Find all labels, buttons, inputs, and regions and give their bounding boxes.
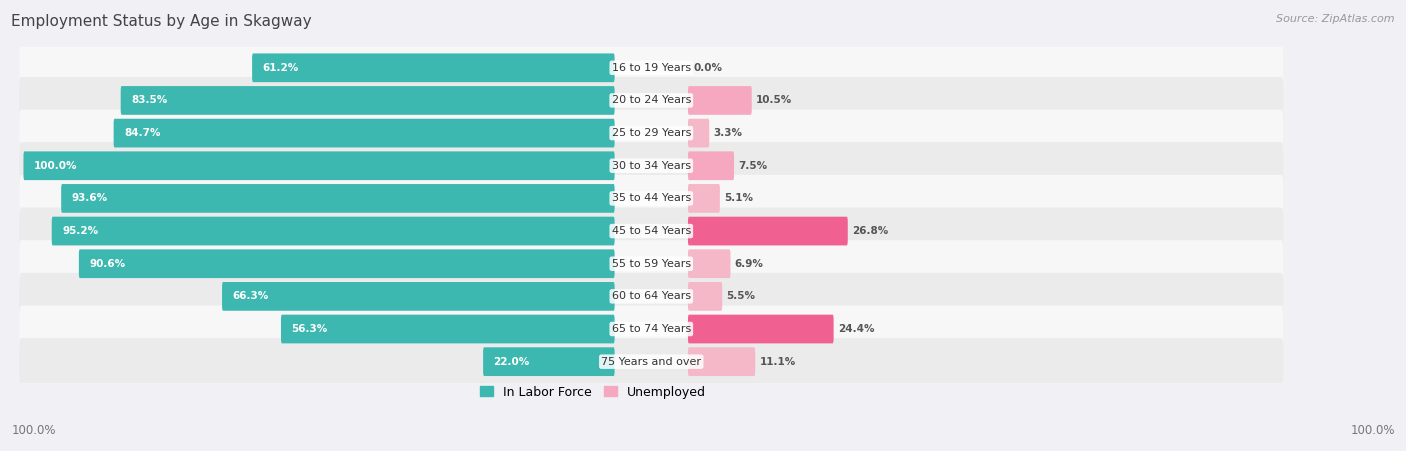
Text: 100.0%: 100.0% [34, 161, 77, 171]
Text: 30 to 34 Years: 30 to 34 Years [612, 161, 690, 171]
FancyBboxPatch shape [484, 347, 614, 376]
Text: 35 to 44 Years: 35 to 44 Years [612, 193, 690, 203]
FancyBboxPatch shape [688, 152, 734, 180]
Text: 5.1%: 5.1% [724, 193, 754, 203]
FancyBboxPatch shape [20, 77, 1284, 124]
Text: 66.3%: 66.3% [232, 291, 269, 301]
Text: 90.6%: 90.6% [89, 259, 125, 269]
FancyBboxPatch shape [114, 119, 614, 147]
FancyBboxPatch shape [20, 110, 1284, 156]
FancyBboxPatch shape [20, 305, 1284, 353]
FancyBboxPatch shape [20, 207, 1284, 254]
FancyBboxPatch shape [20, 338, 1284, 385]
Text: 56.3%: 56.3% [291, 324, 328, 334]
FancyBboxPatch shape [281, 315, 614, 343]
FancyBboxPatch shape [20, 273, 1284, 320]
Text: Source: ZipAtlas.com: Source: ZipAtlas.com [1277, 14, 1395, 23]
Text: 65 to 74 Years: 65 to 74 Years [612, 324, 690, 334]
FancyBboxPatch shape [688, 249, 731, 278]
Text: 25 to 29 Years: 25 to 29 Years [612, 128, 690, 138]
Text: 95.2%: 95.2% [62, 226, 98, 236]
FancyBboxPatch shape [20, 142, 1284, 189]
FancyBboxPatch shape [688, 119, 709, 147]
Text: 24.4%: 24.4% [838, 324, 875, 334]
FancyBboxPatch shape [688, 86, 752, 115]
FancyBboxPatch shape [222, 282, 614, 311]
FancyBboxPatch shape [688, 184, 720, 213]
Text: 7.5%: 7.5% [738, 161, 768, 171]
FancyBboxPatch shape [688, 315, 834, 343]
FancyBboxPatch shape [688, 347, 755, 376]
Text: 83.5%: 83.5% [131, 96, 167, 106]
FancyBboxPatch shape [20, 175, 1284, 222]
FancyBboxPatch shape [20, 240, 1284, 287]
Text: 45 to 54 Years: 45 to 54 Years [612, 226, 690, 236]
Text: 22.0%: 22.0% [494, 357, 530, 367]
Text: 3.3%: 3.3% [713, 128, 742, 138]
FancyBboxPatch shape [252, 53, 614, 82]
Text: 20 to 24 Years: 20 to 24 Years [612, 96, 690, 106]
Text: 10.5%: 10.5% [756, 96, 792, 106]
Text: 16 to 19 Years: 16 to 19 Years [612, 63, 690, 73]
Text: 60 to 64 Years: 60 to 64 Years [612, 291, 690, 301]
FancyBboxPatch shape [79, 249, 614, 278]
Text: 6.9%: 6.9% [734, 259, 763, 269]
Text: 61.2%: 61.2% [263, 63, 298, 73]
Text: 0.0%: 0.0% [695, 63, 723, 73]
Text: 26.8%: 26.8% [852, 226, 889, 236]
Text: 100.0%: 100.0% [11, 424, 56, 437]
FancyBboxPatch shape [62, 184, 614, 213]
FancyBboxPatch shape [688, 282, 723, 311]
FancyBboxPatch shape [20, 44, 1284, 91]
Text: 84.7%: 84.7% [124, 128, 160, 138]
Text: 55 to 59 Years: 55 to 59 Years [612, 259, 690, 269]
Text: 100.0%: 100.0% [1350, 424, 1395, 437]
Legend: In Labor Force, Unemployed: In Labor Force, Unemployed [475, 381, 710, 404]
Text: 11.1%: 11.1% [759, 357, 796, 367]
FancyBboxPatch shape [121, 86, 614, 115]
FancyBboxPatch shape [52, 216, 614, 245]
FancyBboxPatch shape [688, 216, 848, 245]
Text: 93.6%: 93.6% [72, 193, 108, 203]
Text: 75 Years and over: 75 Years and over [602, 357, 702, 367]
FancyBboxPatch shape [24, 152, 614, 180]
Text: Employment Status by Age in Skagway: Employment Status by Age in Skagway [11, 14, 312, 28]
Text: 5.5%: 5.5% [727, 291, 755, 301]
